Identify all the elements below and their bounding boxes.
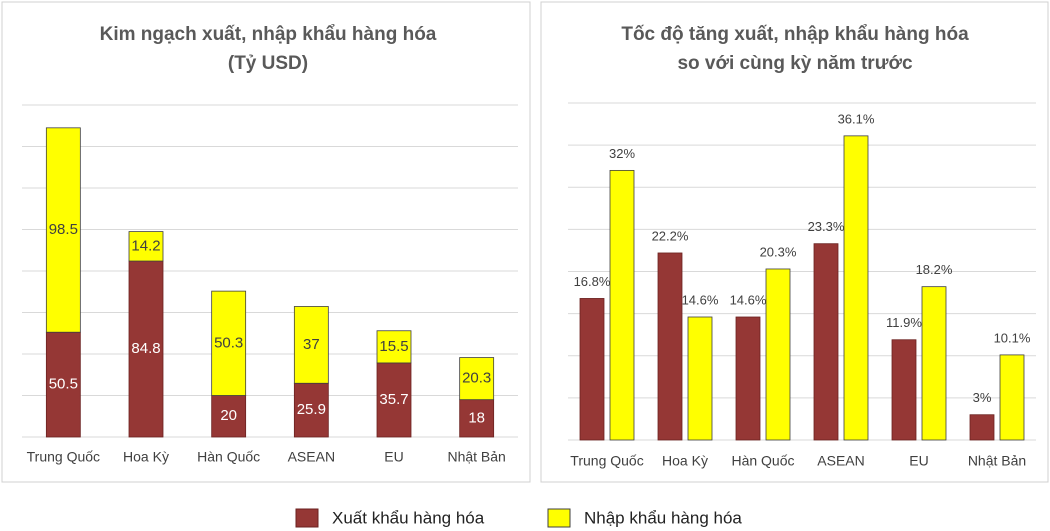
bar <box>579 298 605 441</box>
data-label: 11.9% <box>886 315 922 330</box>
data-label: 50.5 <box>49 376 78 393</box>
x-tick-label: Hàn Quốc <box>731 453 794 469</box>
x-tick-label: Nhật Bản <box>968 453 1026 469</box>
bar <box>843 135 869 441</box>
data-label: 14.6% <box>730 292 767 307</box>
data-label: 20.3% <box>760 244 797 259</box>
x-tick-label: Trung Quốc <box>27 449 100 465</box>
bar-segment <box>376 330 412 364</box>
bar <box>891 339 917 441</box>
data-label: 36.1% <box>838 111 875 126</box>
bar <box>765 268 791 441</box>
data-label: 32% <box>609 146 635 161</box>
data-label: 10.1% <box>994 330 1031 345</box>
x-tick-label: Trung Quốc <box>570 453 643 469</box>
data-label: 14.6% <box>682 292 719 307</box>
x-tick-label: Hoa Kỳ <box>662 453 708 469</box>
data-label: 15.5 <box>379 338 408 355</box>
data-label: 14.2 <box>131 237 160 254</box>
bar <box>921 286 947 441</box>
x-tick-label: Hàn Quốc <box>197 449 260 465</box>
x-tick-label: EU <box>384 449 403 465</box>
data-label: 22.2% <box>652 228 689 243</box>
x-tick-label: Nhật Bản <box>447 449 505 465</box>
x-tick-label: Hoa Kỳ <box>123 449 169 465</box>
bar-segment <box>293 382 329 438</box>
bar-segment <box>459 399 495 438</box>
x-tick-label: ASEAN <box>817 453 864 469</box>
panel-left <box>1 1 531 483</box>
bar-segment <box>376 362 412 438</box>
data-label: 98.5 <box>49 221 78 238</box>
chart-subtitle: so với cùng kỳ năm trước <box>677 53 912 74</box>
bar <box>813 243 839 441</box>
chart-subtitle: (Tỷ USD) <box>228 53 308 74</box>
bar-segment <box>459 357 495 401</box>
bar-segment <box>211 290 247 396</box>
data-label: 25.9 <box>297 401 326 418</box>
x-tick-label: ASEAN <box>288 449 335 465</box>
legend-swatch <box>295 508 319 528</box>
data-label: 35.7 <box>379 391 408 408</box>
legend-swatch <box>547 508 571 528</box>
chart-title: Kim ngạch xuất, nhập khẩu hàng hóa <box>100 24 437 45</box>
bar-segment <box>128 231 164 262</box>
data-label: 50.3 <box>214 334 243 351</box>
panel-right <box>540 1 1049 483</box>
data-label: 3% <box>973 390 992 405</box>
data-label: 84.8 <box>131 340 160 357</box>
chart-title: Tốc độ tăng xuất, nhập khẩu hàng hóa <box>621 24 969 45</box>
bar <box>609 169 635 441</box>
bar-segment <box>45 331 81 438</box>
bar <box>657 252 683 441</box>
legend-label: Xuất khẩu hàng hóa <box>332 508 485 527</box>
bar-segment <box>45 127 81 333</box>
data-label: 18.2% <box>916 262 953 277</box>
bar-segment <box>211 395 247 438</box>
data-label: 18 <box>468 409 485 426</box>
data-label: 20 <box>220 407 237 424</box>
bar <box>735 316 761 441</box>
data-label: 16.8% <box>574 274 611 289</box>
data-label: 23.3% <box>808 219 845 234</box>
x-tick-label: EU <box>909 453 928 469</box>
legend-label: Nhập khẩu hàng hóa <box>584 508 742 527</box>
data-label: 37 <box>303 336 320 353</box>
bar-segment <box>293 306 329 384</box>
bar <box>687 316 713 441</box>
data-label: 20.3 <box>462 370 491 387</box>
bar <box>999 354 1025 441</box>
bar-segment <box>128 260 164 438</box>
bar <box>969 414 995 441</box>
